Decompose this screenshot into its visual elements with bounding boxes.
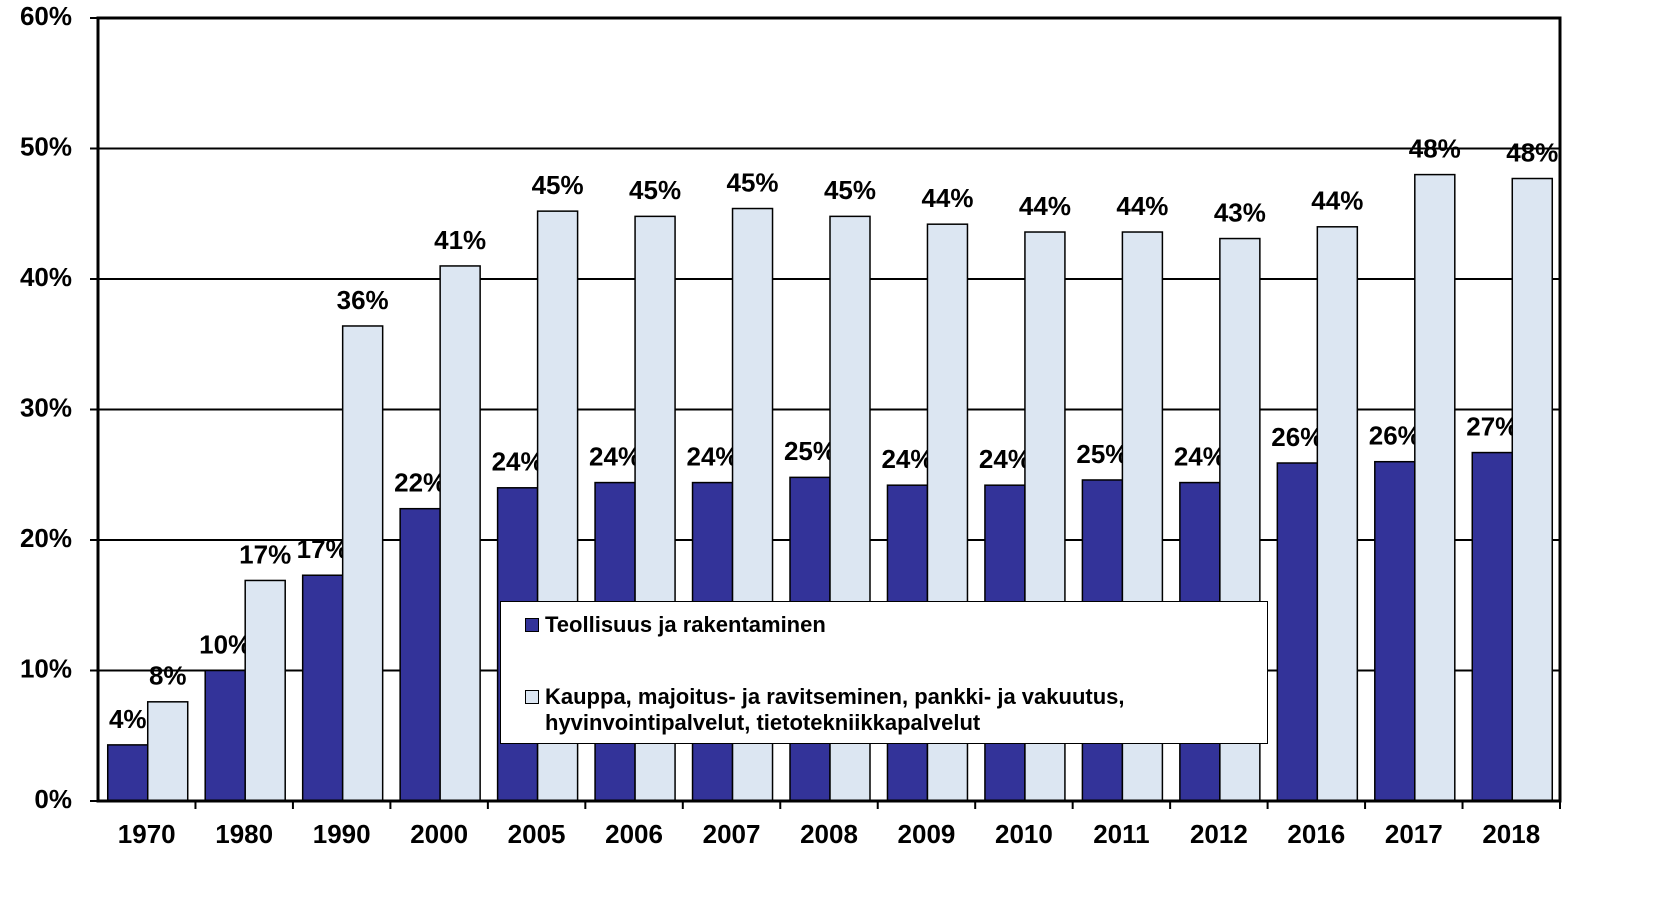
y-tick-label: 40% bbox=[20, 262, 72, 292]
value-label: 8% bbox=[149, 661, 187, 691]
value-label: 10% bbox=[199, 629, 251, 659]
legend-item: Kauppa, majoitus- ja ravitseminen, pankk… bbox=[525, 684, 1245, 736]
bar bbox=[301, 574, 344, 802]
value-label: 22% bbox=[394, 468, 446, 498]
bar bbox=[341, 325, 384, 802]
value-label: 44% bbox=[1116, 191, 1168, 221]
x-tick-label: 2006 bbox=[605, 819, 663, 849]
x-tick-label: 2005 bbox=[508, 819, 566, 849]
bar bbox=[1414, 173, 1456, 802]
value-label: 41% bbox=[434, 225, 486, 255]
x-tick-label: 2011 bbox=[1093, 819, 1149, 849]
value-label: 24% bbox=[1174, 441, 1226, 471]
y-tick-label: 30% bbox=[20, 392, 72, 422]
value-label: 25% bbox=[784, 436, 836, 466]
value-label: 45% bbox=[532, 170, 584, 200]
value-label: 25% bbox=[1076, 439, 1128, 469]
value-label: 24% bbox=[687, 441, 739, 471]
x-tick-label: 2010 bbox=[995, 819, 1053, 849]
value-label: 27% bbox=[1466, 411, 1518, 441]
bar bbox=[399, 507, 441, 802]
y-tick-label: 10% bbox=[20, 653, 72, 683]
x-tick-label: 1970 bbox=[118, 819, 176, 849]
value-label: 4% bbox=[109, 704, 147, 734]
value-label: 45% bbox=[629, 175, 681, 205]
value-label: 48% bbox=[1506, 137, 1558, 167]
y-tick-label: 0% bbox=[34, 784, 72, 814]
bar bbox=[204, 669, 246, 802]
bar bbox=[1276, 462, 1319, 802]
value-label: 24% bbox=[979, 444, 1031, 474]
value-label: 43% bbox=[1214, 197, 1266, 227]
plot-frame bbox=[96, 16, 1562, 803]
bar bbox=[106, 744, 149, 802]
bar bbox=[1316, 226, 1359, 802]
legend-swatch bbox=[525, 618, 539, 632]
value-label: 44% bbox=[921, 183, 973, 213]
x-tick-label: 2009 bbox=[898, 819, 956, 849]
legend: Teollisuus ja rakentaminen Kauppa, majoit… bbox=[500, 601, 1268, 744]
bar bbox=[1471, 451, 1514, 802]
y-tick-label: 60% bbox=[20, 1, 72, 31]
x-tick-label: 2017 bbox=[1385, 819, 1443, 849]
value-label: 44% bbox=[1019, 191, 1071, 221]
legend-label: Kauppa, majoitus- ja ravitseminen, pankk… bbox=[545, 684, 1125, 735]
value-label: 26% bbox=[1271, 422, 1323, 452]
x-tick-label: 2007 bbox=[703, 819, 761, 849]
x-tick-label: 2000 bbox=[410, 819, 468, 849]
value-label: 17% bbox=[297, 534, 349, 564]
value-label: 24% bbox=[589, 441, 641, 471]
x-tick-label: 1980 bbox=[215, 819, 273, 849]
bar bbox=[1374, 460, 1416, 802]
value-label: 26% bbox=[1369, 421, 1421, 451]
value-label: 45% bbox=[824, 175, 876, 205]
value-label: 48% bbox=[1409, 133, 1461, 163]
legend-label: Teollisuus ja rakentaminen bbox=[545, 612, 826, 637]
x-tick-label: 2008 bbox=[800, 819, 858, 849]
bar bbox=[244, 579, 286, 802]
value-label: 36% bbox=[337, 285, 389, 315]
legend-item: Teollisuus ja rakentaminen bbox=[525, 612, 1245, 638]
value-label: 24% bbox=[492, 447, 544, 477]
x-tick-label: 1990 bbox=[313, 819, 371, 849]
value-label: 45% bbox=[727, 167, 779, 197]
bar bbox=[146, 701, 189, 802]
legend-swatch bbox=[525, 690, 539, 704]
value-label: 24% bbox=[881, 444, 933, 474]
bar bbox=[439, 265, 481, 802]
value-label: 44% bbox=[1311, 186, 1363, 216]
x-tick-label: 2012 bbox=[1190, 819, 1248, 849]
bar bbox=[1511, 177, 1554, 802]
y-tick-label: 20% bbox=[20, 523, 72, 553]
x-tick-label: 2018 bbox=[1482, 819, 1540, 849]
value-label: 17% bbox=[239, 539, 291, 569]
x-tick-label: 2016 bbox=[1287, 819, 1345, 849]
y-tick-label: 50% bbox=[20, 131, 72, 161]
